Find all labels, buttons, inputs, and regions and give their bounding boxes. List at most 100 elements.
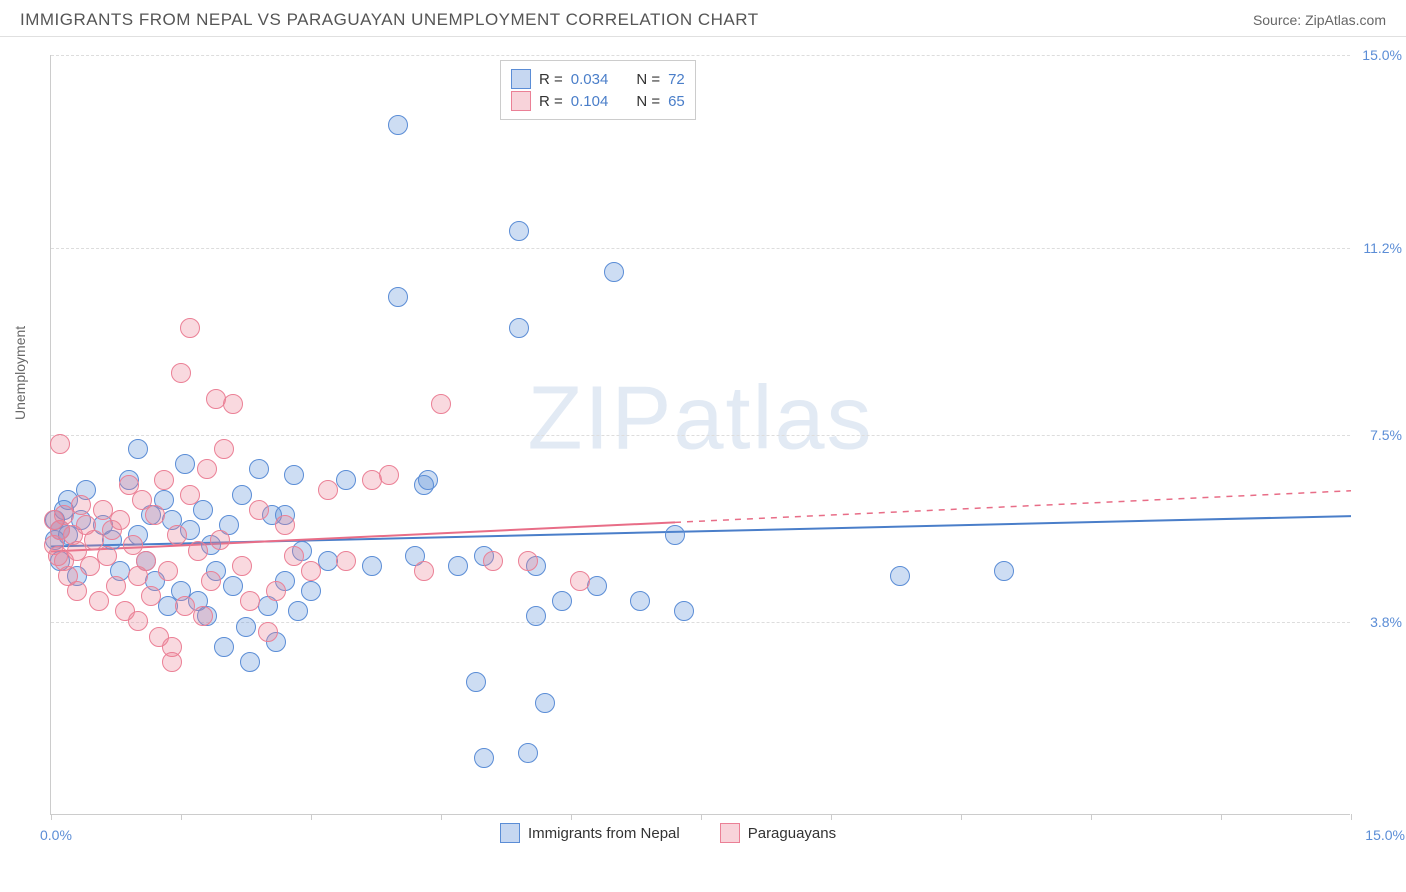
data-point bbox=[158, 561, 178, 581]
gridline bbox=[51, 435, 1350, 436]
data-point bbox=[258, 622, 278, 642]
x-tick bbox=[961, 814, 962, 820]
data-point bbox=[266, 581, 286, 601]
data-point bbox=[388, 115, 408, 135]
data-point bbox=[570, 571, 590, 591]
data-point bbox=[175, 454, 195, 474]
data-point bbox=[240, 652, 260, 672]
data-point bbox=[106, 576, 126, 596]
legend-item: Immigrants from Nepal bbox=[500, 823, 680, 843]
swatch-pink bbox=[720, 823, 740, 843]
data-point bbox=[518, 551, 538, 571]
legend-item: Paraguayans bbox=[720, 823, 836, 843]
chart-source: Source: ZipAtlas.com bbox=[1253, 12, 1386, 28]
data-point bbox=[466, 672, 486, 692]
r-label: R = bbox=[539, 71, 563, 88]
data-point bbox=[388, 287, 408, 307]
data-point bbox=[136, 551, 156, 571]
data-point bbox=[167, 525, 187, 545]
data-point bbox=[336, 470, 356, 490]
data-point bbox=[301, 561, 321, 581]
data-point bbox=[193, 500, 213, 520]
legend-series: Immigrants from Nepal Paraguayans bbox=[500, 823, 836, 843]
data-point bbox=[483, 551, 503, 571]
swatch-pink bbox=[511, 91, 531, 111]
y-tick-label: 11.2% bbox=[1363, 240, 1402, 256]
x-tick bbox=[1091, 814, 1092, 820]
data-point bbox=[188, 541, 208, 561]
x-tick bbox=[311, 814, 312, 820]
data-point bbox=[141, 586, 161, 606]
data-point bbox=[674, 601, 694, 621]
data-point bbox=[154, 470, 174, 490]
data-point bbox=[288, 601, 308, 621]
data-point bbox=[110, 510, 130, 530]
data-point bbox=[180, 485, 200, 505]
legend-stats-row: R = 0.104 N = 65 bbox=[511, 91, 685, 111]
data-point bbox=[249, 459, 269, 479]
data-point bbox=[145, 505, 165, 525]
data-point bbox=[284, 465, 304, 485]
data-point bbox=[223, 576, 243, 596]
swatch-blue bbox=[500, 823, 520, 843]
y-tick-label: 7.5% bbox=[1370, 427, 1402, 443]
r-value: 0.034 bbox=[571, 71, 609, 88]
data-point bbox=[214, 439, 234, 459]
x-tick bbox=[51, 814, 52, 820]
data-point bbox=[336, 551, 356, 571]
data-point bbox=[362, 556, 382, 576]
data-point bbox=[197, 459, 217, 479]
plot-region: ZIPatlas 3.8%7.5%11.2%15.0% bbox=[50, 55, 1350, 815]
data-point bbox=[223, 394, 243, 414]
data-point bbox=[232, 485, 252, 505]
data-point bbox=[994, 561, 1014, 581]
x-tick bbox=[441, 814, 442, 820]
data-point bbox=[180, 318, 200, 338]
data-point bbox=[474, 748, 494, 768]
data-point bbox=[379, 465, 399, 485]
x-tick bbox=[701, 814, 702, 820]
data-point bbox=[890, 566, 910, 586]
data-point bbox=[414, 561, 434, 581]
data-point bbox=[284, 546, 304, 566]
data-point bbox=[232, 556, 252, 576]
x-tick bbox=[1221, 814, 1222, 820]
data-point bbox=[201, 571, 221, 591]
data-point bbox=[97, 546, 117, 566]
chart-title: IMMIGRANTS FROM NEPAL VS PARAGUAYAN UNEM… bbox=[20, 10, 759, 30]
data-point bbox=[50, 434, 70, 454]
x-tick bbox=[571, 814, 572, 820]
swatch-blue bbox=[511, 69, 531, 89]
data-point bbox=[587, 576, 607, 596]
legend-stats: R = 0.034 N = 72 R = 0.104 N = 65 bbox=[500, 60, 696, 120]
data-point bbox=[552, 591, 572, 611]
data-point bbox=[509, 318, 529, 338]
n-value: 65 bbox=[668, 93, 685, 110]
y-axis-label: Unemployment bbox=[12, 326, 28, 420]
data-point bbox=[162, 652, 182, 672]
y-tick-label: 3.8% bbox=[1370, 614, 1402, 630]
n-label: N = bbox=[636, 93, 660, 110]
x-tick bbox=[1351, 814, 1352, 820]
data-point bbox=[604, 262, 624, 282]
data-point bbox=[535, 693, 555, 713]
r-value: 0.104 bbox=[571, 93, 609, 110]
x-tick bbox=[831, 814, 832, 820]
gridline bbox=[51, 55, 1350, 56]
legend-label: Immigrants from Nepal bbox=[528, 825, 680, 842]
data-point bbox=[236, 617, 256, 637]
legend-label: Paraguayans bbox=[748, 825, 836, 842]
n-value: 72 bbox=[668, 71, 685, 88]
data-point bbox=[193, 606, 213, 626]
trendline-dashed bbox=[675, 491, 1351, 523]
data-point bbox=[214, 637, 234, 657]
x-axis-label: 0.0% bbox=[40, 827, 72, 843]
watermark: ZIPatlas bbox=[527, 368, 873, 471]
y-tick-label: 15.0% bbox=[1362, 47, 1402, 63]
data-point bbox=[240, 591, 260, 611]
chart-area: ZIPatlas 3.8%7.5%11.2%15.0% R = 0.034 N … bbox=[50, 55, 1350, 815]
legend-stats-row: R = 0.034 N = 72 bbox=[511, 69, 685, 89]
data-point bbox=[210, 530, 230, 550]
x-tick bbox=[181, 814, 182, 820]
data-point bbox=[431, 394, 451, 414]
